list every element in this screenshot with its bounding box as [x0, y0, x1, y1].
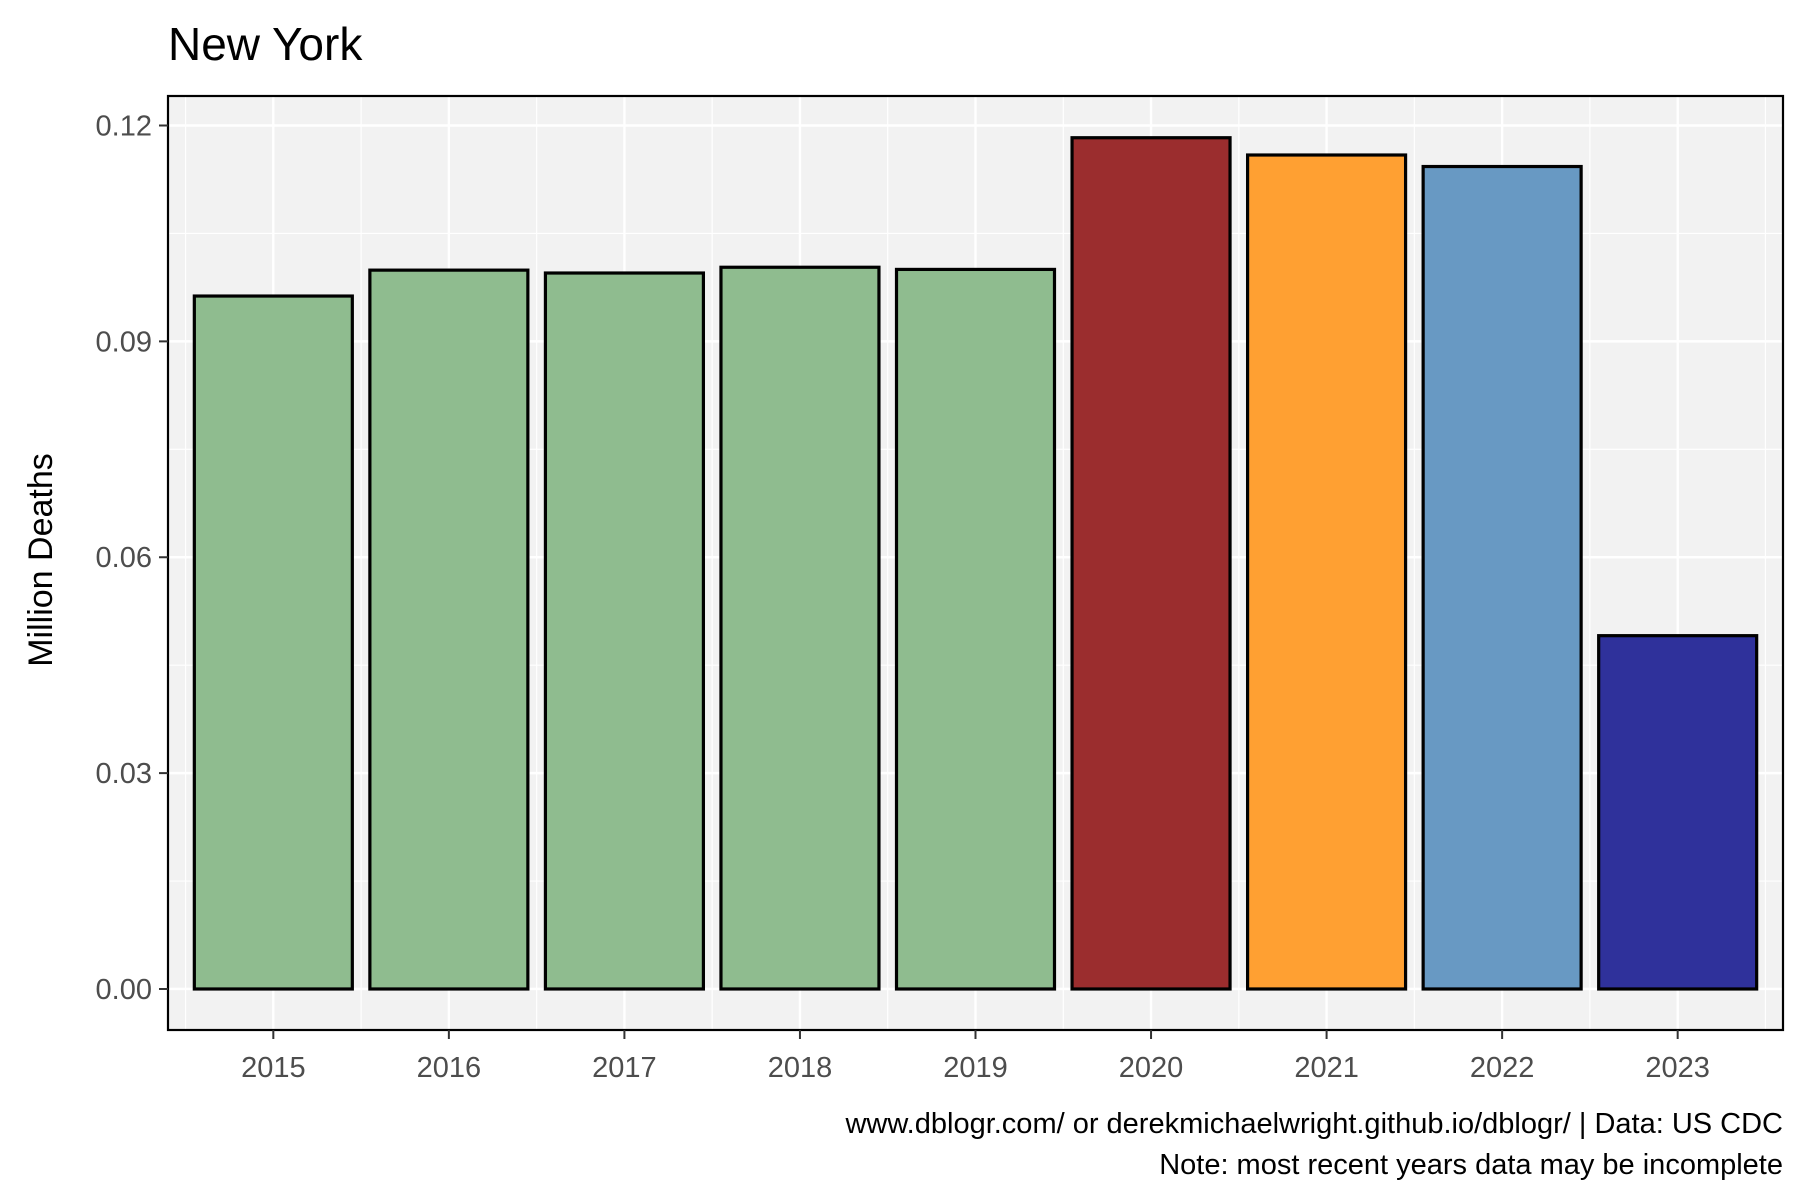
y-tick-label: 0.09: [96, 326, 152, 358]
bars: [192, 136, 1759, 991]
x-axis: 2015 2016 2017 2018 2019 2020 2021 2022 2023: [241, 1030, 1710, 1084]
caption-line-2: Note: most recent years data may be inco…: [1159, 1149, 1783, 1181]
bar-2016: [368, 268, 530, 991]
bar-2022: [1421, 164, 1583, 991]
bar-2020: [1070, 136, 1232, 991]
y-axis: 0.00 0.03 0.06 0.09 0.12: [96, 111, 168, 1006]
y-axis-label: Million Deaths: [22, 453, 60, 667]
bar-2018: [719, 265, 881, 991]
x-tick-label: 2016: [417, 1052, 482, 1084]
x-tick-label: 2023: [1645, 1052, 1710, 1084]
y-tick-label: 0.12: [96, 111, 152, 143]
x-tick-label: 2021: [1294, 1052, 1359, 1084]
x-tick-label: 2018: [768, 1052, 833, 1084]
caption-line-1: www.dblogr.com/ or derekmichaelwright.gi…: [844, 1108, 1783, 1140]
x-tick-label: 2022: [1470, 1052, 1535, 1084]
bar-2015: [192, 294, 354, 991]
y-tick-label: 0.00: [96, 974, 152, 1006]
bar-2023: [1597, 634, 1759, 991]
bar-2021: [1245, 153, 1408, 991]
y-tick-label: 0.03: [96, 758, 152, 790]
x-tick-label: 2020: [1119, 1052, 1184, 1084]
y-tick-label: 0.06: [96, 542, 152, 574]
x-tick-label: 2017: [592, 1052, 657, 1084]
bar-2017: [543, 271, 706, 991]
bar-2019: [894, 267, 1057, 991]
x-tick-label: 2015: [241, 1052, 306, 1084]
x-tick-label: 2019: [943, 1052, 1008, 1084]
chart-title: New York: [168, 18, 363, 70]
